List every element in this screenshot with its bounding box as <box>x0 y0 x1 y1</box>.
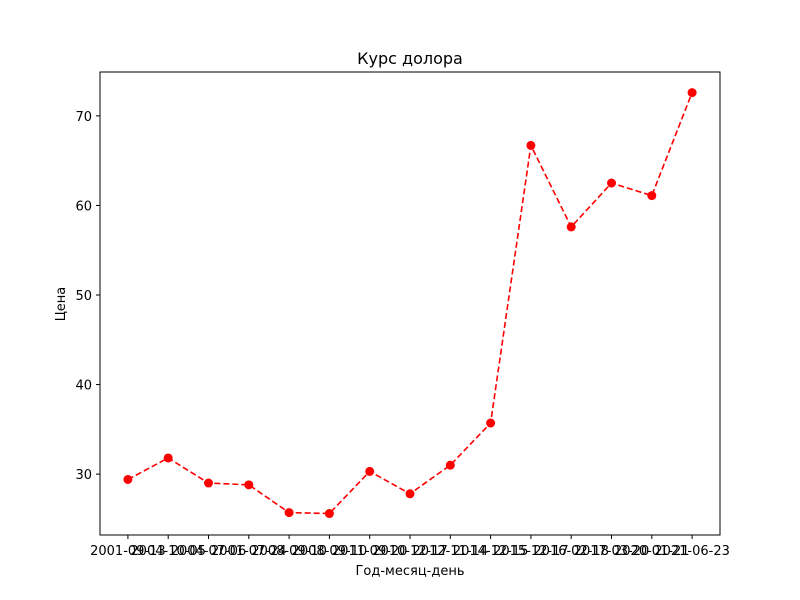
y-tick-label: 40 <box>75 379 92 394</box>
data-point <box>607 178 616 188</box>
data-point <box>445 460 455 470</box>
data-point <box>244 480 254 490</box>
x-tick-label: 2017-03-20 <box>574 544 650 559</box>
x-tick-label: 2001-07-24 <box>211 544 287 559</box>
x-tick-label: 2001-09-13 <box>90 544 166 559</box>
x-tick-label: 2004-07-06 <box>171 544 247 559</box>
x-tick-label: 2021-06-23 <box>654 544 730 559</box>
data-point <box>284 508 294 518</box>
y-tick-label: 70 <box>75 110 92 125</box>
data-point <box>365 466 375 476</box>
data-point <box>163 453 173 463</box>
x-tick-label: 2012-11-14 <box>413 544 489 559</box>
chart-title: Курс долора <box>357 49 463 68</box>
x-tick-label: 2014-12-15 <box>453 544 529 559</box>
data-point <box>204 478 213 488</box>
y-axis-title: Цена <box>54 287 69 322</box>
x-tick-label: 2008-09-10 <box>251 544 327 559</box>
x-tick-label: 2015-12-17 <box>493 544 569 559</box>
x-tick-label: 2020-01-21 <box>614 544 690 559</box>
data-point <box>486 418 496 428</box>
x-tick-label: 2008-09-10 <box>292 544 368 559</box>
y-tick-label: 30 <box>75 468 92 483</box>
data-point <box>647 191 657 201</box>
x-axis-title: Год-месяц-день <box>355 564 464 579</box>
data-point <box>566 222 576 232</box>
x-tick-label: 2004-10-05 <box>130 544 206 559</box>
y-tick-label: 60 <box>75 199 92 214</box>
x-tick-label: 2011-09-20 <box>332 544 408 559</box>
x-tick-label: 2016-02-18 <box>533 544 609 559</box>
data-point <box>687 88 697 98</box>
x-tick-label: 2010-12-17 <box>372 544 448 559</box>
data-point <box>123 474 133 484</box>
data-point <box>405 489 415 499</box>
data-point <box>324 509 334 519</box>
data-point <box>526 140 536 150</box>
y-tick-label: 50 <box>75 289 92 304</box>
plot-area: 30 40 50 60 70 2001-09-132004-10-052004-07-06… <box>75 71 730 559</box>
